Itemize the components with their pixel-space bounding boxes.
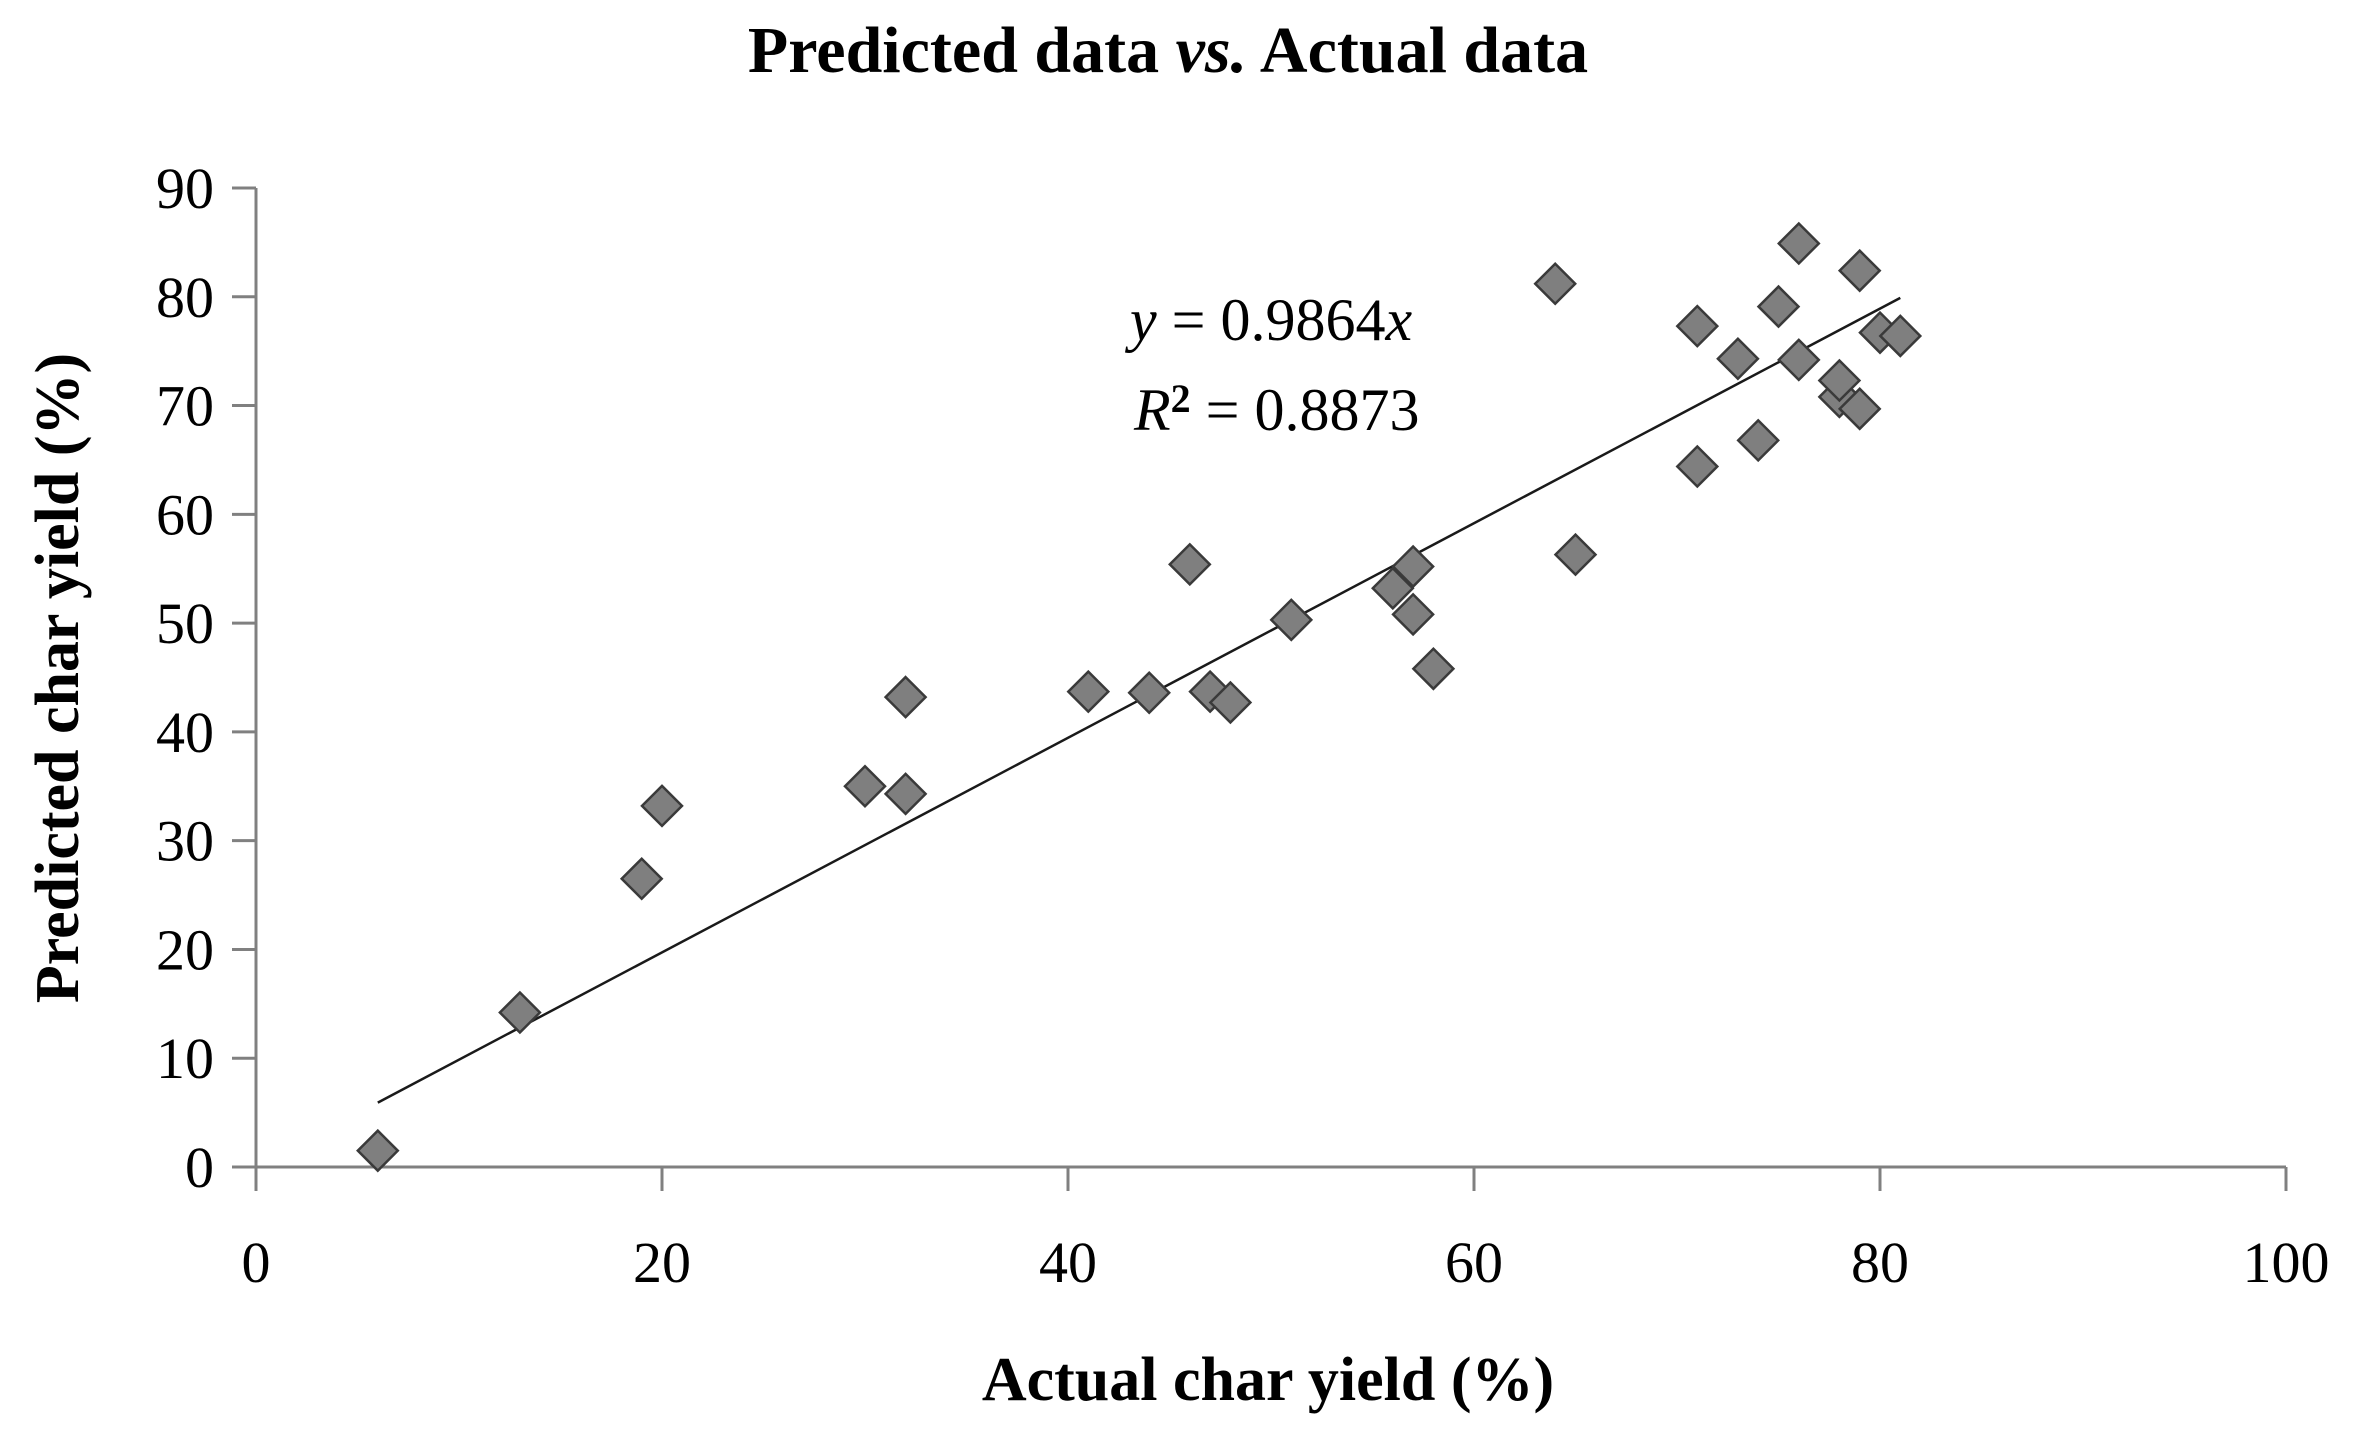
y-tick-label: 10 [156, 1026, 214, 1091]
trend-eq-x: x [1384, 287, 1412, 353]
trend-eq-y-rest: = 0.9864 [1157, 287, 1386, 353]
data-markers [356, 221, 1923, 1173]
trend-r-label: R [1133, 377, 1171, 443]
data-point [1168, 542, 1212, 587]
y-tick-label: 30 [156, 809, 214, 874]
chart-title-suffix: Actual data [1247, 14, 1588, 87]
data-point [1675, 444, 1720, 489]
chart-title: Predicted data vs. Actual data [748, 14, 1588, 87]
data-point [1127, 670, 1171, 715]
y-tick-label: 70 [156, 374, 214, 439]
x-axis-label: Actual char yield (%) [982, 1346, 1554, 1414]
data-point [843, 764, 887, 809]
data-point [498, 990, 542, 1035]
y-axis-label: Predicted char yield (%) [24, 353, 92, 1003]
data-point [883, 675, 928, 719]
y-tick-label: 60 [156, 482, 214, 547]
x-tick-label: 80 [1851, 1230, 1909, 1295]
trend-r-rest: = 0.8873 [1191, 377, 1420, 443]
y-tick-label: 0 [185, 1135, 214, 1200]
x-tick-label: 40 [1039, 1230, 1097, 1295]
chart-title-italic: vs. [1176, 14, 1247, 87]
y-tick-label: 80 [156, 265, 214, 330]
x-tick-label: 0 [242, 1230, 271, 1295]
data-point [1837, 248, 1882, 293]
y-tick-label: 50 [156, 591, 214, 656]
data-point [1756, 284, 1801, 329]
data-point [883, 772, 928, 816]
data-point [1817, 358, 1862, 403]
x-tick-label: 60 [1445, 1230, 1503, 1295]
data-point [1675, 304, 1720, 348]
x-tick-label: 100 [2243, 1230, 2330, 1295]
axes [232, 188, 2286, 1169]
trend-r-sup: 2 [1171, 376, 1191, 421]
data-point [1777, 338, 1821, 382]
data-point [1533, 261, 1577, 306]
data-point [1777, 221, 1821, 266]
chart-title-prefix: Predicted data [748, 14, 1176, 87]
y-ticks: 0 10 20 30 40 50 60 70 80 90 [156, 156, 256, 1200]
y-tick-label: 90 [156, 156, 214, 221]
trend-eq-y: y [1124, 287, 1157, 353]
data-point [1878, 314, 1923, 358]
data-point [1208, 680, 1253, 725]
trend-r-squared: R2 = 0.8873 [1133, 376, 1420, 443]
x-tick-label: 20 [633, 1230, 691, 1295]
data-point [1391, 544, 1435, 589]
data-point [1371, 566, 1415, 611]
data-point [1553, 532, 1598, 577]
y-tick-label: 20 [156, 917, 214, 982]
data-point [640, 784, 684, 828]
y-tick-label: 40 [156, 700, 214, 765]
data-point [1837, 387, 1882, 431]
data-point [1736, 418, 1780, 463]
data-point [1066, 669, 1111, 714]
data-point [619, 856, 664, 901]
data-point [1269, 598, 1314, 642]
trend-equation: y = 0.9864x [1124, 287, 1412, 353]
x-ticks: 0 20 40 60 80 100 [242, 1167, 2330, 1295]
data-point [1716, 337, 1760, 381]
data-point [1391, 592, 1435, 637]
data-point [356, 1128, 400, 1173]
data-point [1411, 647, 1456, 691]
